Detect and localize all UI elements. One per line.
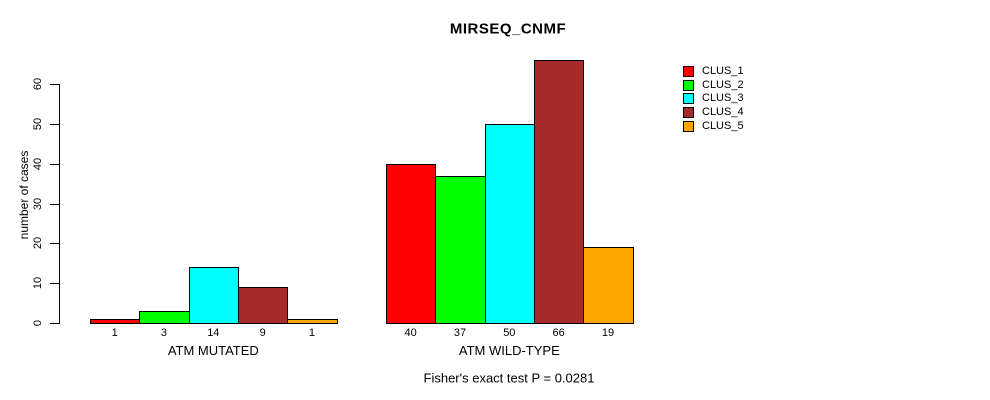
y-tick-mark xyxy=(50,203,59,205)
bar-value-label: 3 xyxy=(160,327,168,339)
bar-clus_4 xyxy=(533,60,585,324)
y-tick-label: 0 xyxy=(32,319,44,327)
chart-title: MIRSEQ_CNMF xyxy=(449,20,567,38)
bar-value-label: 1 xyxy=(308,327,316,339)
bar-value-label: 19 xyxy=(601,327,615,339)
legend-item: CLUS_2 xyxy=(683,79,744,92)
y-tick-mark xyxy=(50,243,59,245)
bar-value-label: 14 xyxy=(207,327,220,339)
y-tick-label: 60 xyxy=(32,77,44,91)
bar-clus_1 xyxy=(90,319,141,324)
bar-clus_2 xyxy=(435,176,486,324)
bar-clus_4 xyxy=(237,287,289,324)
legend-label: CLUS_3 xyxy=(702,92,744,105)
legend-label: CLUS_5 xyxy=(702,119,744,132)
legend-label: CLUS_4 xyxy=(702,106,744,118)
y-tick-label: 10 xyxy=(32,277,44,290)
bar-value-label: 9 xyxy=(259,327,266,339)
bar-value-label: 1 xyxy=(111,327,118,339)
bar-value-label: 50 xyxy=(503,327,516,339)
bar-clus_5 xyxy=(583,247,634,324)
y-tick-label: 20 xyxy=(32,237,44,250)
y-axis-label: number of cases xyxy=(17,150,31,240)
group-label: ATM MUTATED xyxy=(167,343,259,358)
bar-value-label: 37 xyxy=(453,327,467,339)
bar-clus_5 xyxy=(287,319,338,324)
legend-item: CLUS_5 xyxy=(683,120,744,133)
y-tick-label: 50 xyxy=(32,117,44,130)
bar-clus_1 xyxy=(386,164,437,324)
y-tick-mark xyxy=(50,123,59,125)
y-tick-mark xyxy=(50,163,59,165)
y-tick-mark xyxy=(50,283,59,285)
y-axis-line xyxy=(59,84,60,324)
bar-clus_2 xyxy=(139,311,190,324)
bar-clus_3 xyxy=(188,267,239,324)
y-tick-mark xyxy=(50,84,59,85)
y-tick-mark xyxy=(50,323,59,324)
legend-item: CLUS_4 xyxy=(683,106,744,119)
legend-swatch xyxy=(683,66,694,77)
legend-swatch xyxy=(683,93,694,105)
legend-item: CLUS_1 xyxy=(683,65,744,78)
legend-swatch xyxy=(683,79,694,91)
bar-clus_3 xyxy=(484,124,535,324)
stat-test-annotation: Fisher's exact test P = 0.0281 xyxy=(423,370,595,386)
bar-value-label: 40 xyxy=(404,327,417,339)
legend-label: CLUS_2 xyxy=(702,78,744,91)
legend-swatch xyxy=(683,120,694,132)
group-label: ATM WILD-TYPE xyxy=(458,343,560,358)
bar-value-label: 66 xyxy=(552,327,565,339)
legend-label: CLUS_1 xyxy=(702,65,744,77)
y-tick-label: 40 xyxy=(32,157,44,170)
legend-item: CLUS_3 xyxy=(683,92,744,105)
legend-swatch xyxy=(683,107,694,118)
y-tick-label: 30 xyxy=(32,197,44,210)
